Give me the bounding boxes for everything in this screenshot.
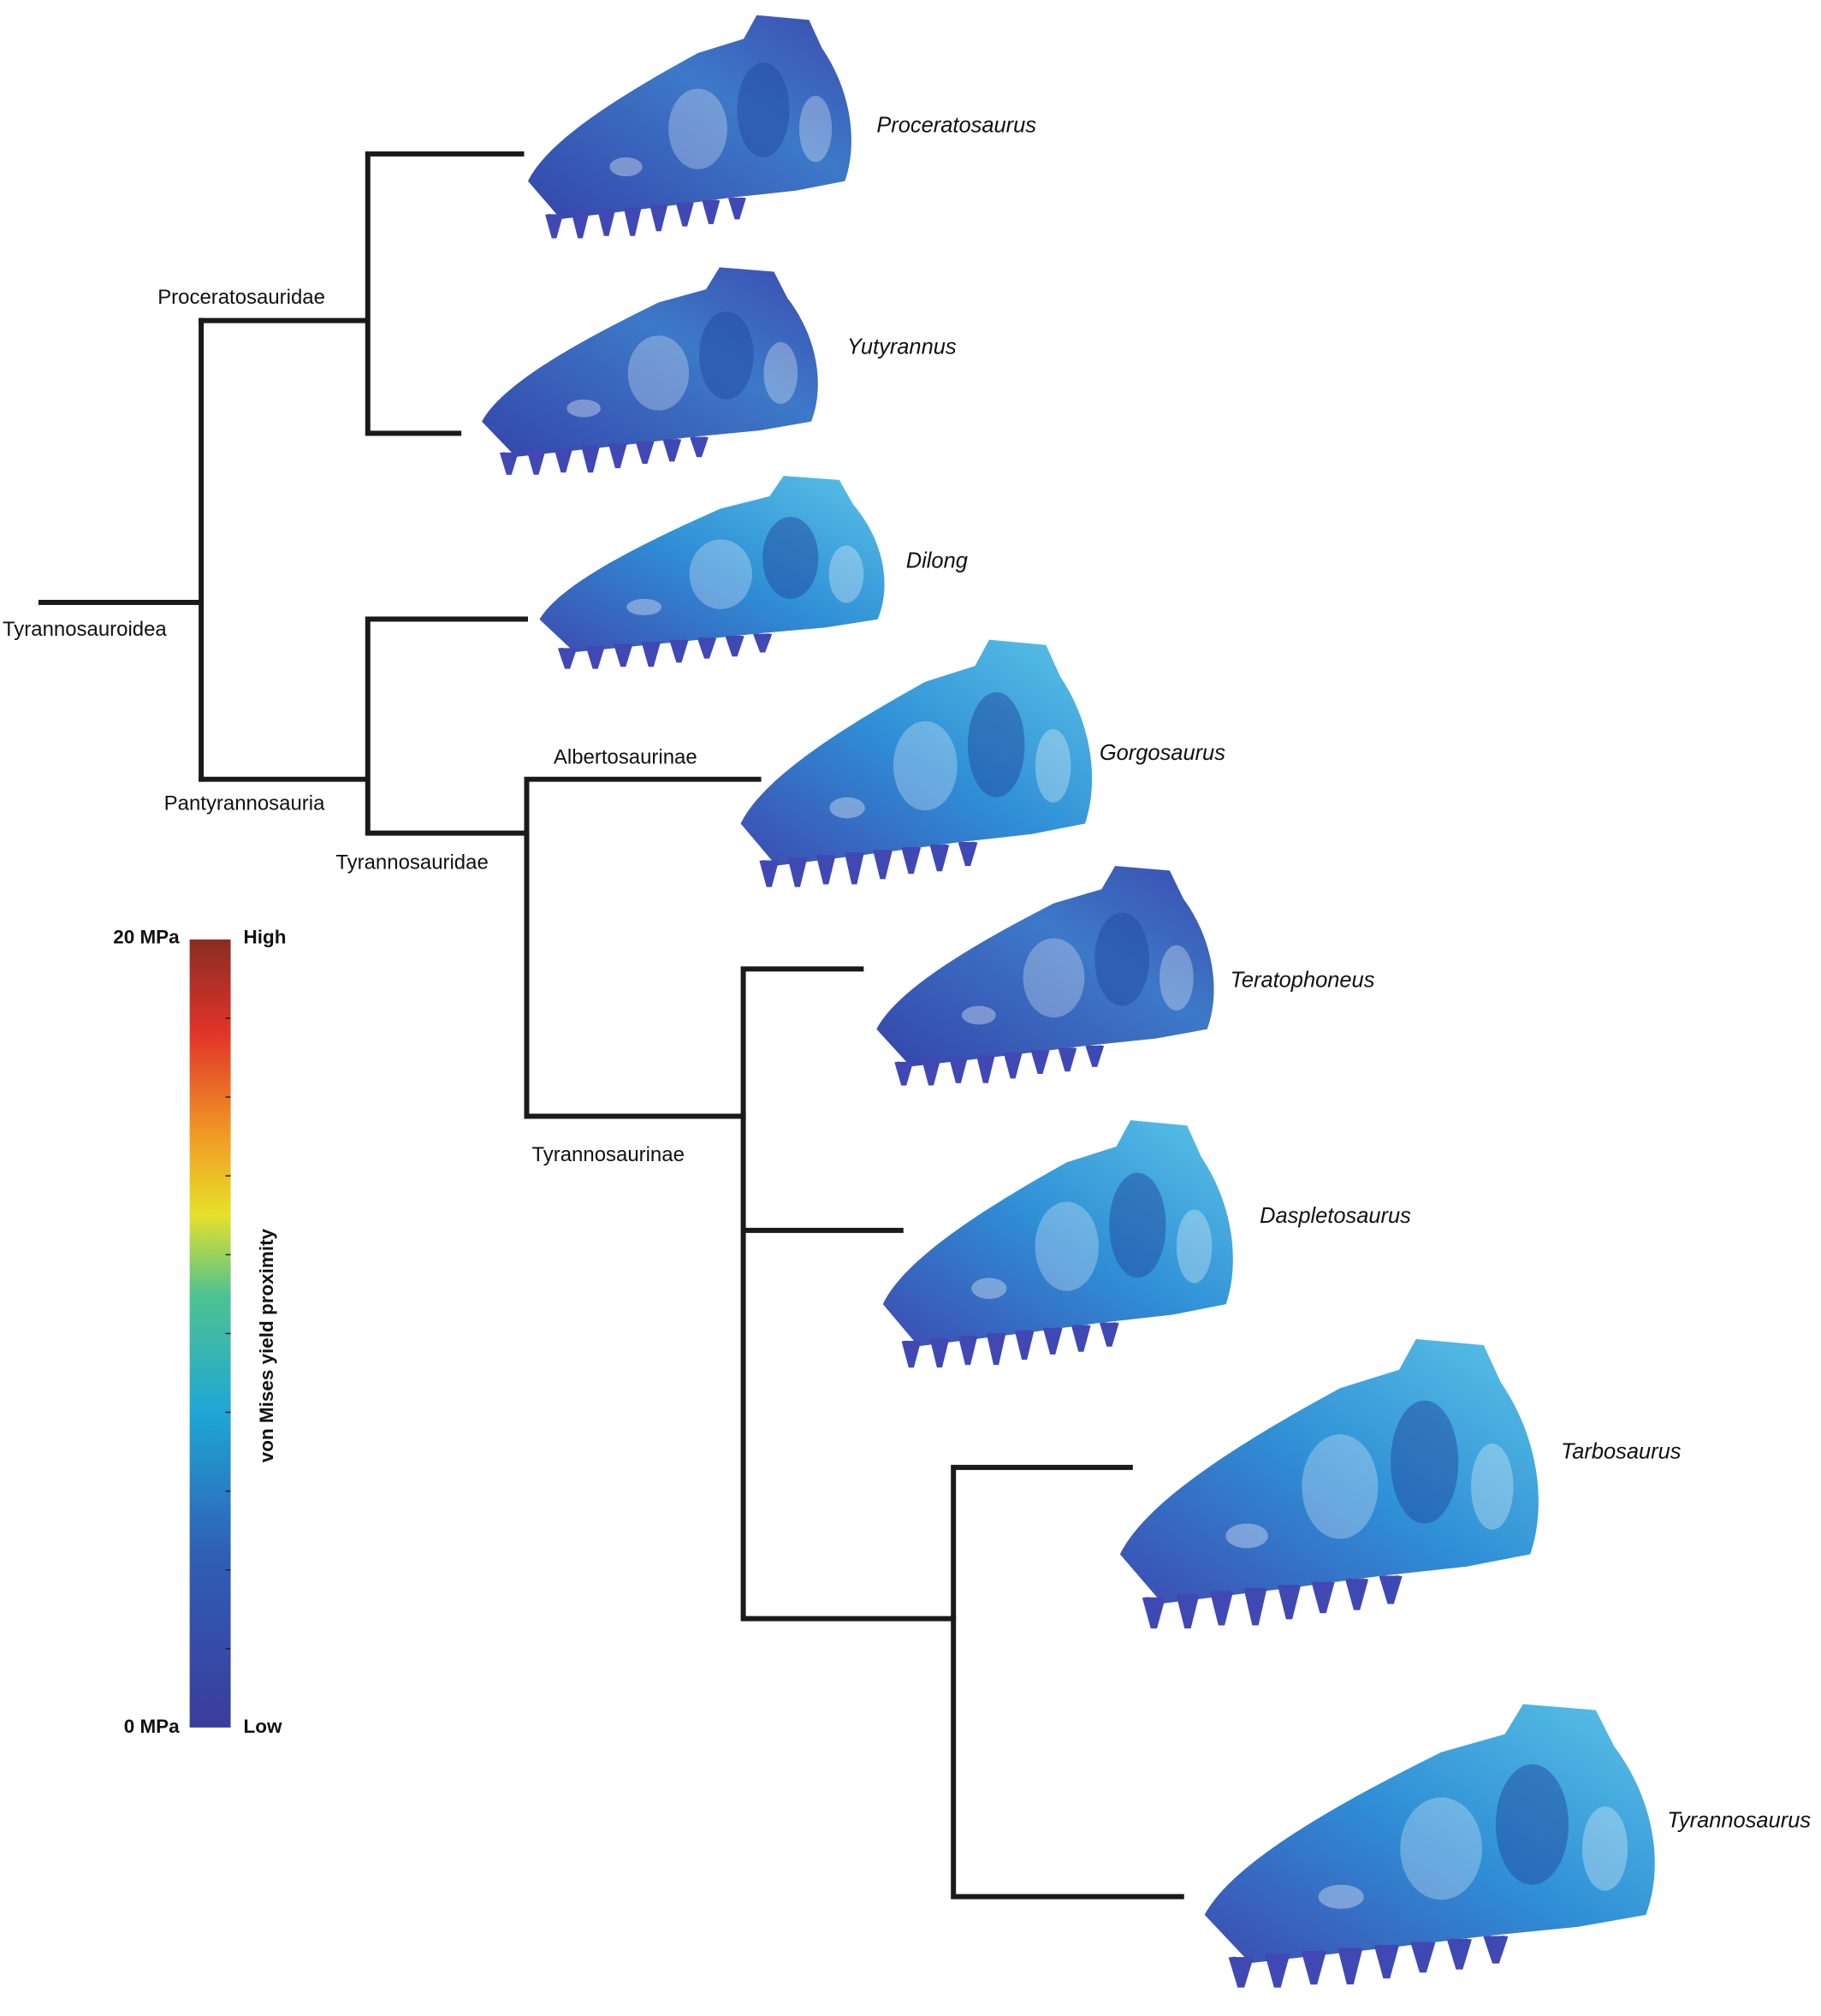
taxon-label: Gorgosaurus [1100,741,1225,765]
skull-daspletosaurus [883,1120,1233,1367]
branch [199,151,525,436]
skull-dilong [539,476,884,668]
colorbar-min: 0 MPa [124,1716,180,1737]
colorbar-max: 20 MPa [113,926,180,947]
branch [38,317,205,782]
skulls [482,15,1655,1988]
clade-label: Albertosaurinae [554,746,697,769]
skull-gorgosaurus [741,640,1093,887]
clade-label: Tyrannosaurinae [531,1143,684,1166]
clade-label: Tyrannosauridae [335,851,488,875]
taxon-label: Daspletosaurus [1260,1204,1411,1228]
taxon-label: Dilong [906,549,968,573]
skull-tarbosaurus [1120,1339,1539,1628]
skull-proceratosaurus [528,15,851,238]
taxon-label: Proceratosaurus [876,113,1036,137]
colorbar-scale [189,939,231,1728]
taxon-label: Teratophoneus [1231,968,1375,992]
taxon-label: Yutyrannus [847,335,957,359]
taxon-label: Tarbosaurus [1561,1439,1682,1463]
skull-tyrannosaurus [1205,1704,1655,1987]
skull-yutyrannus [482,267,818,474]
colorbar-title: von Mises yield proximity [256,1228,277,1462]
branch [199,616,530,836]
colorbar: 20 MPa High 0 MPa Low von Mises yield pr… [113,926,286,1736]
taxon-label: Tyrannosaurus [1667,1809,1811,1833]
colorbar-high: High [244,926,287,947]
branch [524,776,762,1119]
skull-teratophoneus [876,866,1213,1085]
branch [951,1464,1184,1900]
clade-label: Pantyrannosauria [164,792,325,815]
branch [740,966,957,1622]
tree [38,151,1184,1900]
clade-label: Tyrannosauroidea [3,618,167,641]
clade-label: Proceratosauridae [157,286,325,309]
colorbar-low: Low [244,1716,282,1737]
colorbar-ticks [225,1017,231,1650]
